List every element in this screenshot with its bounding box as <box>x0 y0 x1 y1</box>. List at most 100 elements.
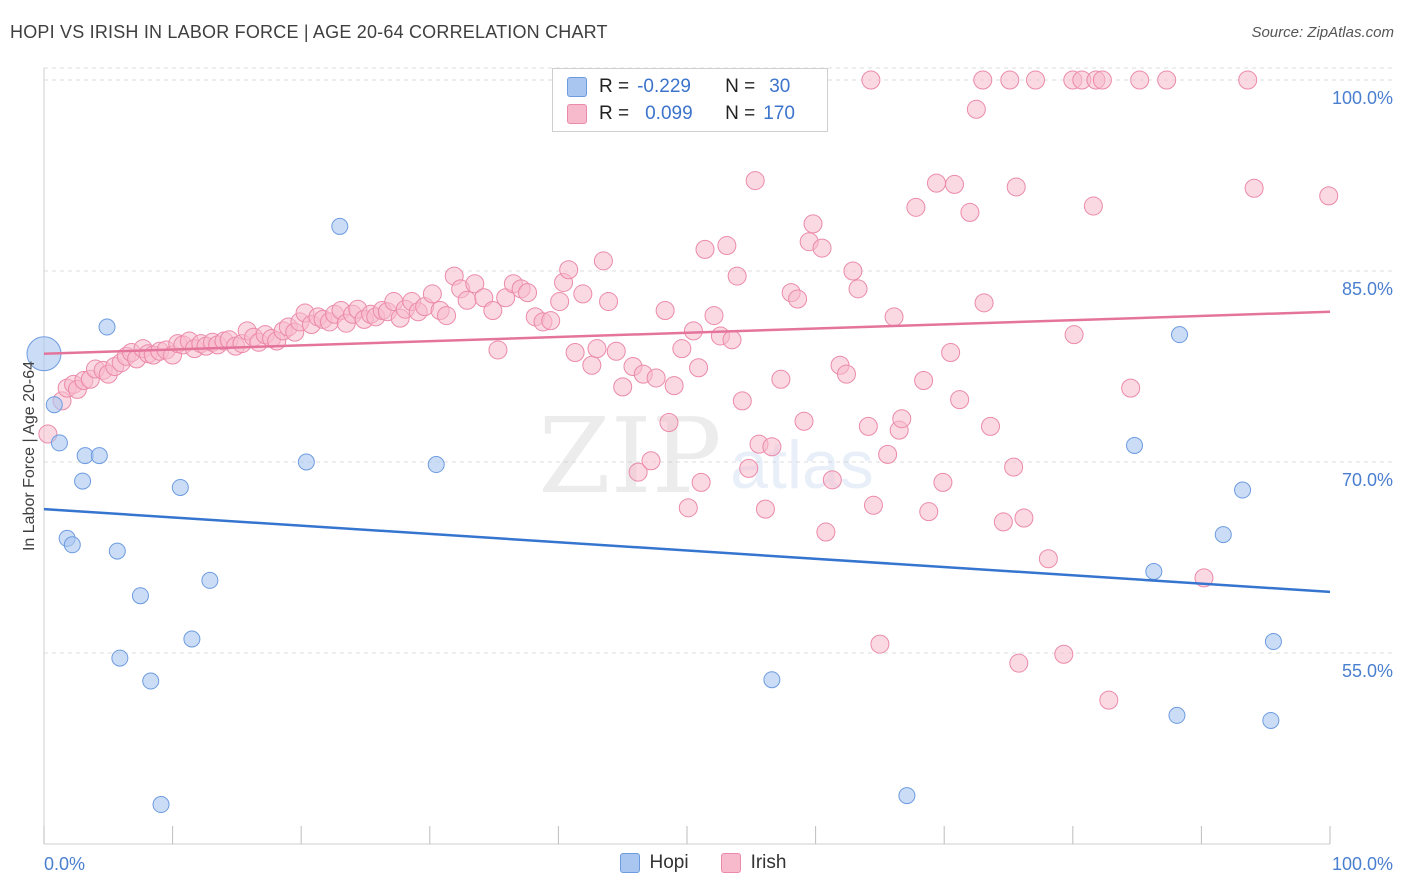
irish-point[interactable] <box>755 499 775 519</box>
irish-point[interactable] <box>794 411 814 431</box>
irish-point[interactable] <box>1038 549 1058 569</box>
irish-point[interactable] <box>593 251 613 271</box>
irish-point[interactable] <box>655 300 675 320</box>
irish-point[interactable] <box>628 462 648 482</box>
irish-point[interactable] <box>870 634 890 654</box>
hopi-point[interactable] <box>1264 633 1282 651</box>
irish-point[interactable] <box>606 341 626 361</box>
irish-point[interactable] <box>1083 196 1103 216</box>
irish-point[interactable] <box>926 173 946 193</box>
irish-point[interactable] <box>457 290 477 310</box>
hopi-point[interactable] <box>50 434 68 452</box>
hopi-point[interactable] <box>331 217 349 235</box>
hopi-point[interactable] <box>1168 706 1186 724</box>
hopi-point[interactable] <box>297 453 315 471</box>
irish-point[interactable] <box>878 444 898 464</box>
irish-point[interactable] <box>1157 70 1177 90</box>
irish-point[interactable] <box>613 377 633 397</box>
hopi-point[interactable] <box>142 672 160 690</box>
irish-point[interactable] <box>1004 457 1024 477</box>
irish-point[interactable] <box>745 171 765 191</box>
irish-point[interactable] <box>1000 70 1020 90</box>
irish-point[interactable] <box>1026 70 1046 90</box>
legend-item-irish[interactable]: Irish <box>720 852 786 874</box>
irish-point[interactable] <box>803 214 823 234</box>
irish-point[interactable] <box>1009 653 1029 673</box>
irish-point[interactable] <box>691 472 711 492</box>
irish-point[interactable] <box>659 413 679 433</box>
irish-point[interactable] <box>861 70 881 90</box>
irish-point[interactable] <box>483 300 503 320</box>
irish-point[interactable] <box>1064 325 1084 345</box>
irish-point[interactable] <box>1238 70 1258 90</box>
irish-point[interactable] <box>422 284 442 304</box>
irish-point[interactable] <box>914 371 934 391</box>
irish-point[interactable] <box>727 266 747 286</box>
hopi-point[interactable] <box>63 536 81 554</box>
irish-point[interactable] <box>1099 690 1119 710</box>
hopi-point[interactable] <box>427 456 445 474</box>
irish-point[interactable] <box>1092 70 1112 90</box>
irish-point[interactable] <box>722 330 742 350</box>
irish-point[interactable] <box>812 238 832 258</box>
irish-point[interactable] <box>465 274 485 294</box>
irish-point[interactable] <box>980 416 1000 436</box>
irish-point[interactable] <box>1319 186 1339 206</box>
irish-point[interactable] <box>573 284 593 304</box>
hopi-point[interactable] <box>898 787 916 805</box>
irish-point[interactable] <box>1014 508 1034 528</box>
irish-point[interactable] <box>1244 178 1264 198</box>
irish-point[interactable] <box>683 321 703 341</box>
irish-point[interactable] <box>678 498 698 518</box>
irish-point[interactable] <box>993 512 1013 532</box>
irish-point[interactable] <box>950 390 970 410</box>
hopi-point[interactable] <box>76 447 94 465</box>
irish-point[interactable] <box>941 342 961 362</box>
hopi-point[interactable] <box>45 396 63 414</box>
irish-point[interactable] <box>599 292 619 312</box>
irish-point[interactable] <box>843 261 863 281</box>
irish-point[interactable] <box>858 416 878 436</box>
irish-point[interactable] <box>550 292 570 312</box>
irish-point[interactable] <box>848 279 868 299</box>
irish-point[interactable] <box>884 307 904 327</box>
hopi-point[interactable] <box>111 649 129 667</box>
irish-point[interactable] <box>559 260 579 280</box>
irish-point[interactable] <box>816 522 836 542</box>
irish-point[interactable] <box>732 391 752 411</box>
irish-point[interactable] <box>541 311 561 331</box>
irish-point[interactable] <box>704 306 724 326</box>
irish-point[interactable] <box>966 99 986 119</box>
irish-point[interactable] <box>518 283 538 303</box>
hopi-point[interactable] <box>98 318 116 336</box>
hopi-point[interactable] <box>131 587 149 605</box>
irish-point[interactable] <box>646 368 666 388</box>
irish-point[interactable] <box>944 174 964 194</box>
irish-point[interactable] <box>689 358 709 378</box>
irish-point[interactable] <box>836 364 856 384</box>
irish-point[interactable] <box>906 197 926 217</box>
irish-point[interactable] <box>582 355 602 375</box>
irish-point[interactable] <box>641 451 661 471</box>
hopi-point[interactable] <box>74 472 92 490</box>
irish-point[interactable] <box>788 289 808 309</box>
hopi-point[interactable] <box>1145 563 1163 581</box>
irish-point[interactable] <box>933 472 953 492</box>
irish-point[interactable] <box>695 239 715 259</box>
irish-point[interactable] <box>1130 70 1150 90</box>
irish-point[interactable] <box>437 306 457 326</box>
irish-point[interactable] <box>822 470 842 490</box>
hopi-point[interactable] <box>1126 436 1144 454</box>
hopi-point[interactable] <box>1171 326 1189 344</box>
hopi-point[interactable] <box>201 571 219 589</box>
hopi-point[interactable] <box>183 630 201 648</box>
irish-point[interactable] <box>672 339 692 359</box>
hopi-point[interactable] <box>763 671 781 689</box>
hopi-point[interactable] <box>1214 526 1232 544</box>
hopi-point[interactable] <box>1234 481 1252 499</box>
irish-point[interactable] <box>1006 177 1026 197</box>
irish-point[interactable] <box>762 437 782 457</box>
irish-point[interactable] <box>1121 378 1141 398</box>
irish-point[interactable] <box>717 236 737 256</box>
irish-point[interactable] <box>960 202 980 222</box>
